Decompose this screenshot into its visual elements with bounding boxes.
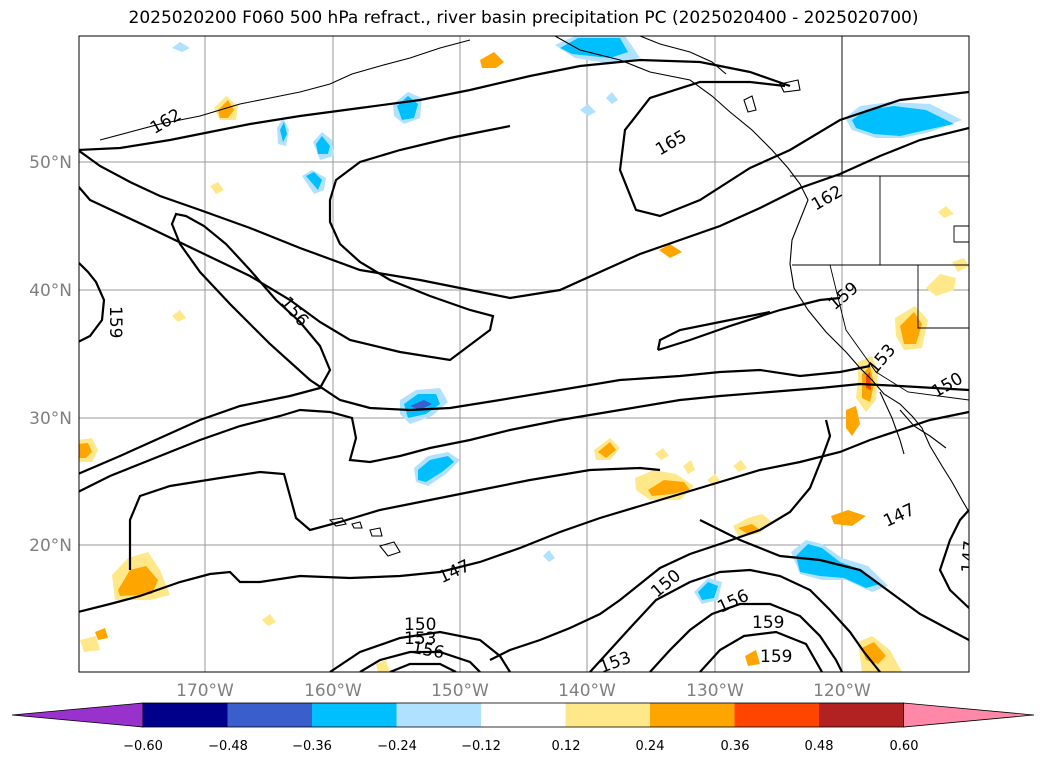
colorbar-extend-low [11, 702, 144, 728]
lon-label: 120°W [813, 681, 871, 701]
colorbar-tick-label: 0.24 [636, 739, 665, 754]
contour-label: 159 [105, 306, 125, 338]
colorbar-cell [396, 703, 482, 727]
colorbar-outline [142, 702, 904, 728]
lon-label: 140°W [558, 681, 616, 701]
lat-label: 40°N [29, 281, 72, 301]
lon-label: 160°W [304, 681, 362, 701]
lon-label: 170°W [176, 681, 234, 701]
colorbar-cell [143, 703, 228, 727]
colorbar-tick-label: 0.48 [805, 739, 834, 754]
lat-label: 50°N [29, 153, 72, 173]
colorbar-ticks: −0.60 −0.48 −0.36 −0.24 −0.12 0.12 0.24 … [123, 739, 918, 754]
colorbar: −0.60 −0.48 −0.36 −0.24 −0.12 0.12 0.24 … [11, 702, 1035, 754]
shaded-anomalies [79, 36, 969, 672]
colorbar-tick-label: −0.36 [292, 739, 332, 754]
colorbar-tick-label: 0.60 [890, 739, 919, 754]
contour-label: 150 [404, 615, 436, 635]
refractivity-contours [79, 58, 969, 672]
lon-label: 130°W [686, 681, 744, 701]
colorbar-cell [481, 703, 566, 727]
longitude-labels: 170°W 160°W 150°W 140°W 130°W 120°W [176, 681, 871, 701]
lat-label: 20°N [29, 536, 72, 556]
colorbar-cells [11, 702, 1035, 728]
colorbar-cell [819, 703, 904, 727]
chart-title: 2025020200 F060 500 hPa refract., river … [128, 8, 919, 28]
contour-label: 153 [404, 629, 436, 649]
map-frame [78, 35, 970, 673]
colorbar-extend-high [903, 702, 1035, 728]
latitude-labels: 50°N 40°N 30°N 20°N [29, 153, 72, 556]
colorbar-tick-label: 0.36 [721, 739, 750, 754]
colorbar-tick-label: −0.24 [377, 739, 417, 754]
contour-label: 147 [958, 540, 981, 574]
lon-label: 150°W [431, 681, 489, 701]
lat-label: 30°N [29, 409, 72, 429]
colorbar-tick-label: 0.12 [552, 739, 581, 754]
colorbar-cell [734, 703, 820, 727]
contour-label: 159 [752, 613, 784, 633]
political-borders [790, 36, 969, 401]
colorbar-cell [227, 703, 313, 727]
colorbar-tick-label: −0.12 [461, 739, 501, 754]
contour-label: 159 [760, 647, 792, 667]
colorbar-cell [312, 703, 397, 727]
colorbar-tick-label: −0.48 [208, 739, 248, 754]
colorbar-cell [565, 703, 651, 727]
colorbar-cell [650, 703, 735, 727]
colorbar-tick-label: −0.60 [123, 739, 163, 754]
